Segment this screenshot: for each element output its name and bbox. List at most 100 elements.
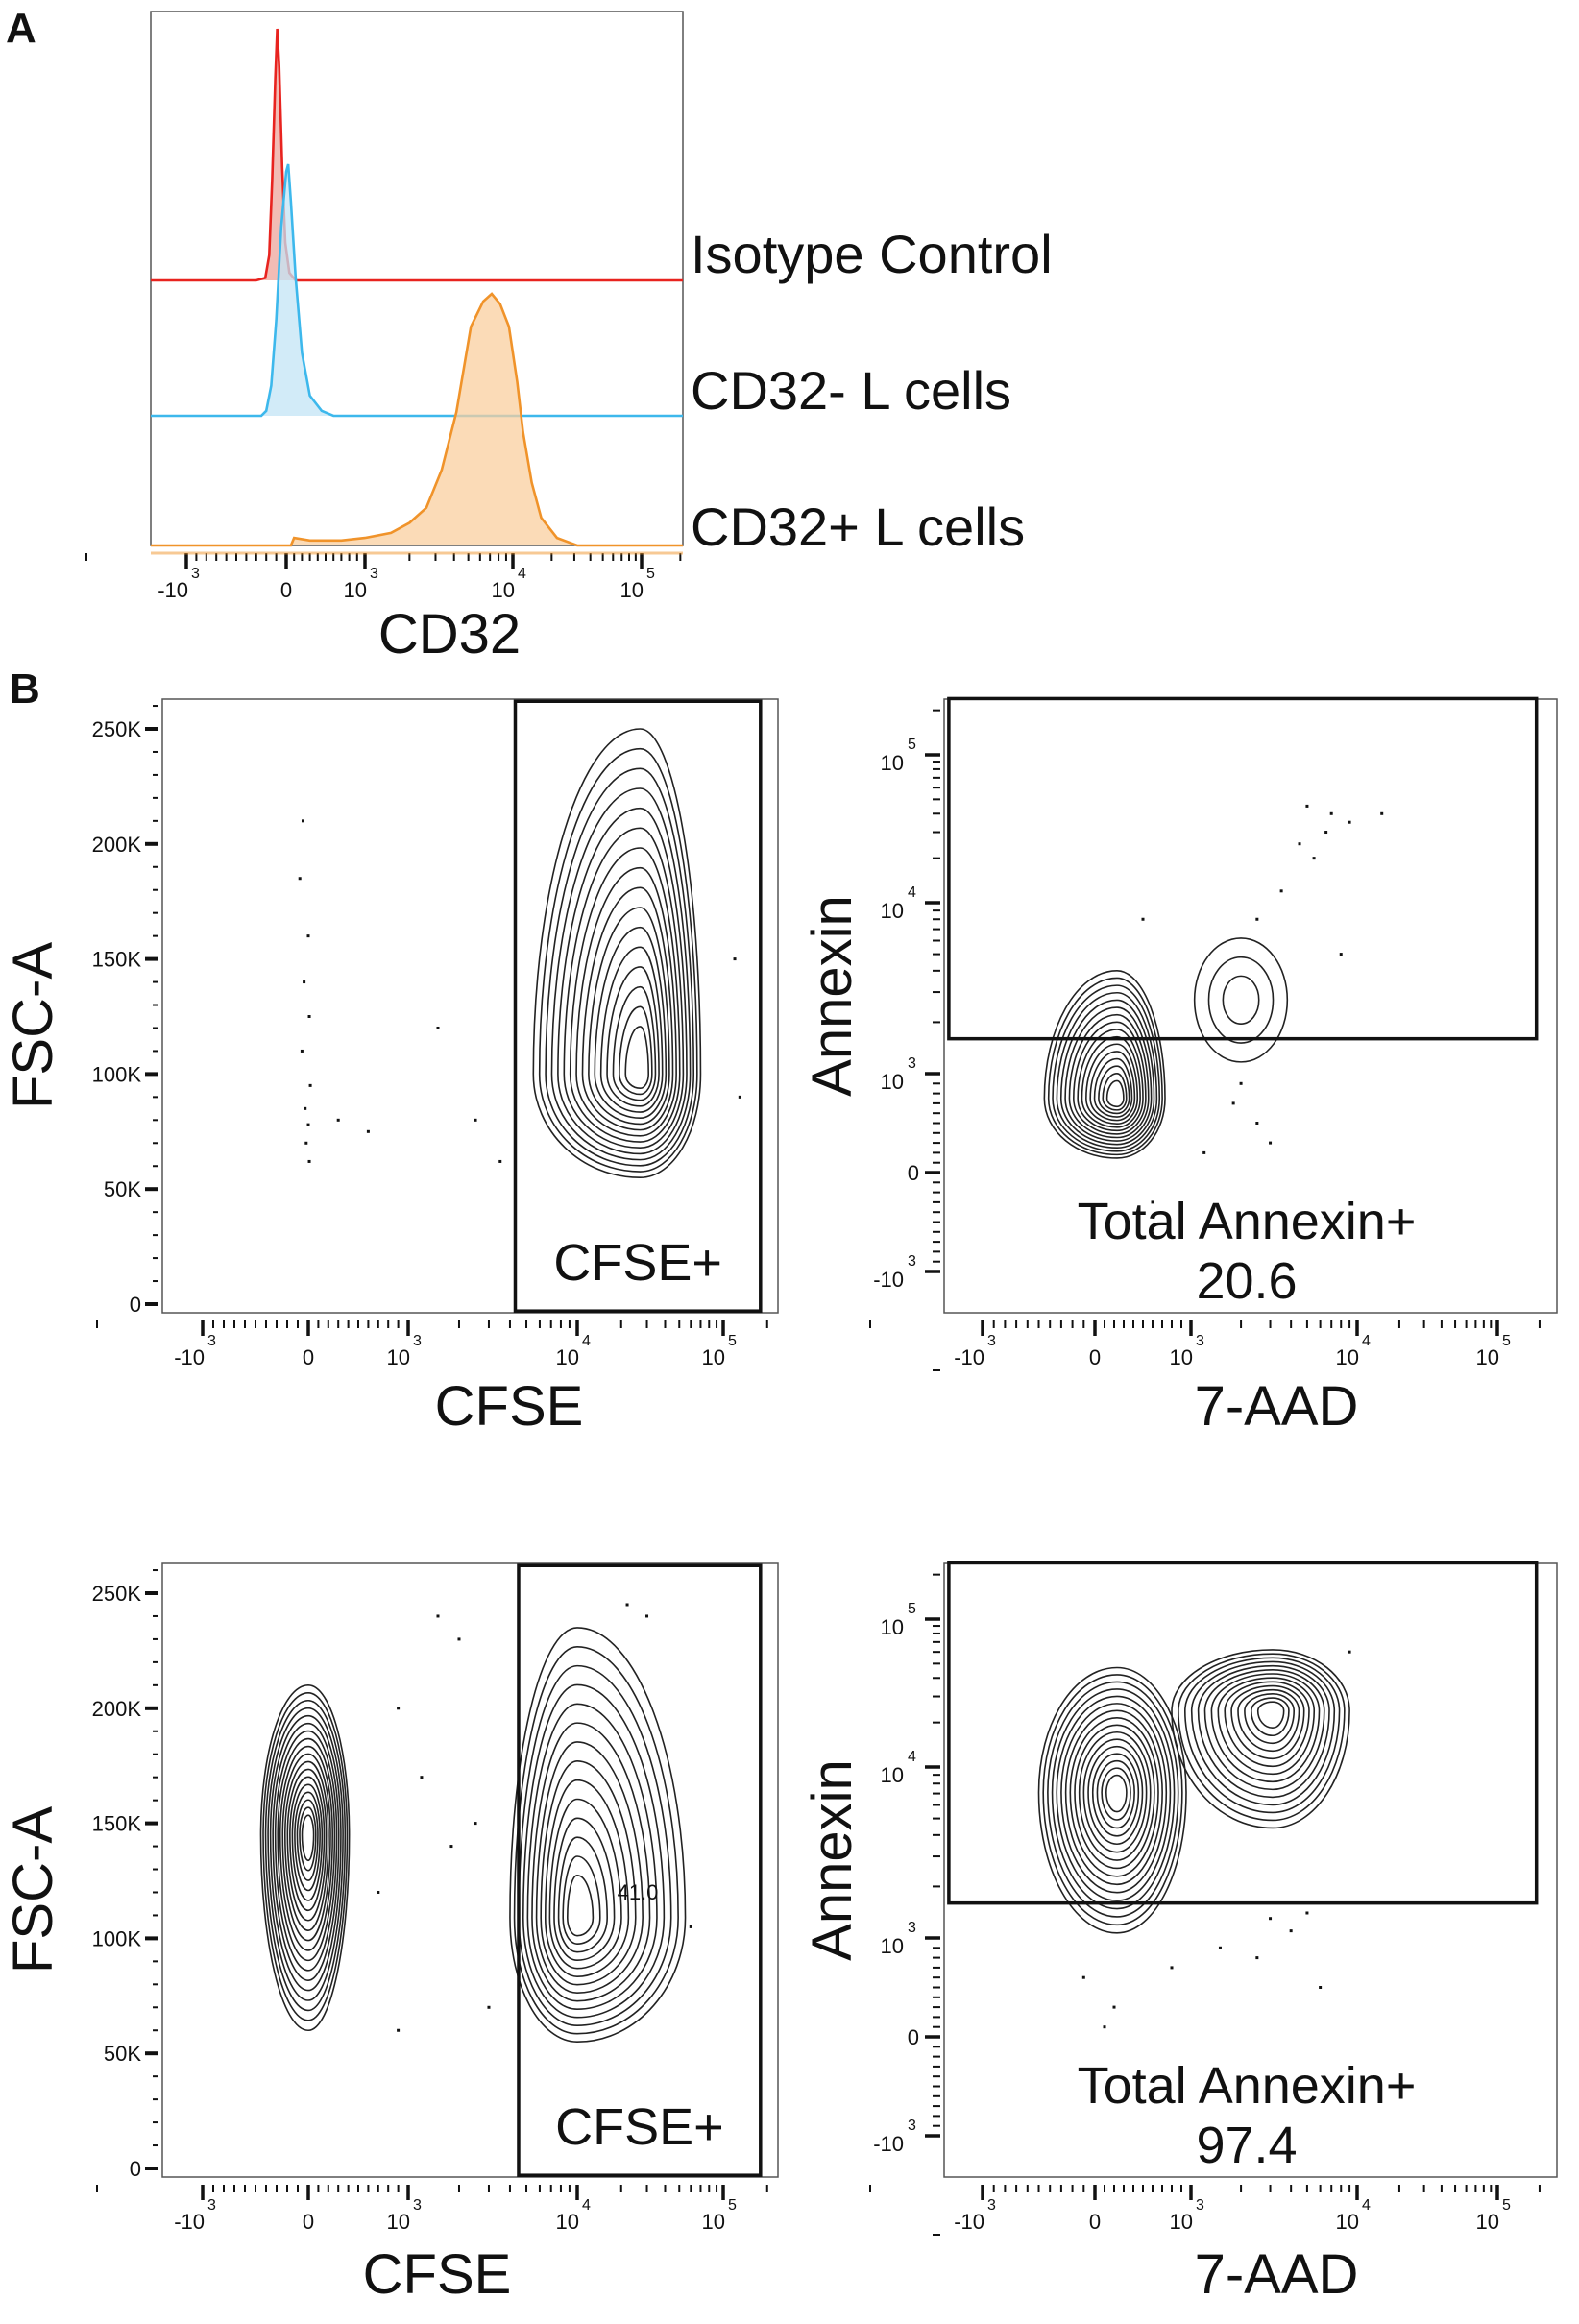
contour-line xyxy=(277,1737,336,1962)
tick-label: 10 xyxy=(881,1070,904,1094)
contour-line xyxy=(267,1707,344,2001)
tick-exponent: 4 xyxy=(908,884,916,901)
event-dot xyxy=(307,1159,311,1163)
contour-line xyxy=(1069,1717,1159,1877)
x-axis-title: 7-AAD xyxy=(1195,2243,1359,2306)
contour-line xyxy=(612,985,657,1101)
event-dot xyxy=(1151,1200,1154,1204)
tick-label: -10 xyxy=(174,1345,205,1369)
tick-exponent: 3 xyxy=(1196,2197,1204,2214)
event-dot xyxy=(308,1083,312,1087)
gate-frequency: 20.6 xyxy=(1196,1252,1297,1310)
event-dot xyxy=(1348,820,1351,824)
contour-line xyxy=(550,787,692,1161)
tick-label: 10 xyxy=(881,1934,904,1958)
tick-label: 0 xyxy=(130,2157,141,2181)
contour-line xyxy=(588,907,670,1126)
tick-exponent: 3 xyxy=(207,2197,216,2214)
event-dot xyxy=(1081,1975,1085,1979)
series-label: CD32+ L cells xyxy=(691,496,1025,557)
contour-line xyxy=(1064,1006,1153,1142)
contour-line xyxy=(538,747,698,1173)
event-dot xyxy=(1239,1081,1243,1085)
contour-line xyxy=(272,1722,340,1981)
contour-line xyxy=(545,767,695,1167)
tick-exponent: 5 xyxy=(646,566,655,582)
tick-label: 10 xyxy=(1170,1345,1193,1369)
contour-line xyxy=(1091,1753,1140,1837)
tick-label: 10 xyxy=(344,578,367,602)
tick-label: 10 xyxy=(1170,2210,1193,2234)
contour-line xyxy=(1089,1051,1136,1122)
x-axis-title: CFSE xyxy=(435,1375,584,1438)
event-dot xyxy=(1289,1929,1293,1933)
panel-a-histogram: Isotype Control CD32- L cells CD32+ L cell… xyxy=(85,11,1053,666)
event-dot xyxy=(738,1095,741,1099)
contour-line xyxy=(569,847,681,1143)
contour-line xyxy=(1042,1674,1183,1926)
histogram-cd32pos xyxy=(151,292,683,547)
tick-label: -10 xyxy=(158,578,188,602)
event-dot xyxy=(1255,1956,1259,1960)
event-dot xyxy=(1305,804,1309,808)
contour-line xyxy=(566,1875,595,1937)
gate-frequency: 41.0 xyxy=(618,1880,659,1904)
tick-exponent: 4 xyxy=(1362,1333,1371,1349)
event-dot xyxy=(1319,1986,1323,1989)
contour-line xyxy=(553,1817,616,1962)
event-dot xyxy=(1255,1122,1259,1125)
contour-line xyxy=(557,1836,608,1953)
event-dot xyxy=(336,1118,340,1122)
gate-rectangle xyxy=(947,696,1539,1041)
event-dot xyxy=(420,1776,424,1779)
contour-line xyxy=(1178,1653,1346,1822)
gate-rectangle xyxy=(947,1561,1539,1905)
contour-line xyxy=(1037,1666,1187,1934)
contour-line xyxy=(1056,991,1158,1150)
event-dot xyxy=(366,1129,370,1133)
event-dot xyxy=(1269,1917,1273,1921)
contour-line xyxy=(1105,1079,1125,1108)
tick-label: 100K xyxy=(92,1062,142,1086)
contour-line xyxy=(531,1722,651,2002)
contour-line xyxy=(1217,1677,1316,1776)
contour-line xyxy=(535,1741,644,1995)
contour-line xyxy=(291,1783,324,1901)
contour-line xyxy=(1082,1738,1148,1853)
contour-line xyxy=(1207,956,1275,1044)
panel-label-b: B xyxy=(10,666,40,713)
contour-line xyxy=(1074,1724,1155,1870)
contour-line xyxy=(522,1683,666,2019)
tick-label: 10 xyxy=(387,1345,410,1369)
contour-line xyxy=(1193,937,1289,1063)
gate-label: Total Annexin+ xyxy=(1078,1193,1417,1250)
event-dot xyxy=(733,957,737,961)
event-dot xyxy=(1141,917,1145,921)
contour-line xyxy=(1203,1669,1325,1791)
contour-line xyxy=(548,1798,622,1970)
contour-line xyxy=(619,1005,653,1096)
gate-frequency: 97.4 xyxy=(1196,2117,1297,2174)
contour-line xyxy=(1171,1649,1350,1829)
tick-exponent: 4 xyxy=(582,1333,591,1349)
contour-line xyxy=(599,946,664,1113)
contour-line xyxy=(1250,1697,1290,1737)
y-axis-title: FSC-A xyxy=(2,1806,64,1973)
tick-label: -10 xyxy=(174,2210,205,2234)
tick-label: 10 xyxy=(881,1763,904,1787)
y-axis-title: Annexin xyxy=(801,1759,863,1961)
event-dot xyxy=(300,1049,304,1053)
contour-line xyxy=(1093,1057,1133,1118)
tick-exponent: 3 xyxy=(908,1253,916,1270)
tick-label: 10 xyxy=(1476,1345,1499,1369)
contour-line xyxy=(1098,1065,1130,1115)
tick-exponent: 5 xyxy=(908,1601,916,1617)
event-dot xyxy=(1269,1141,1273,1145)
contour-line xyxy=(281,1753,331,1942)
event-dot xyxy=(436,1026,440,1029)
event-dot xyxy=(436,1614,440,1618)
event-dot xyxy=(397,2028,401,2032)
event-dot xyxy=(1202,1150,1206,1154)
event-dot xyxy=(689,1925,692,1928)
